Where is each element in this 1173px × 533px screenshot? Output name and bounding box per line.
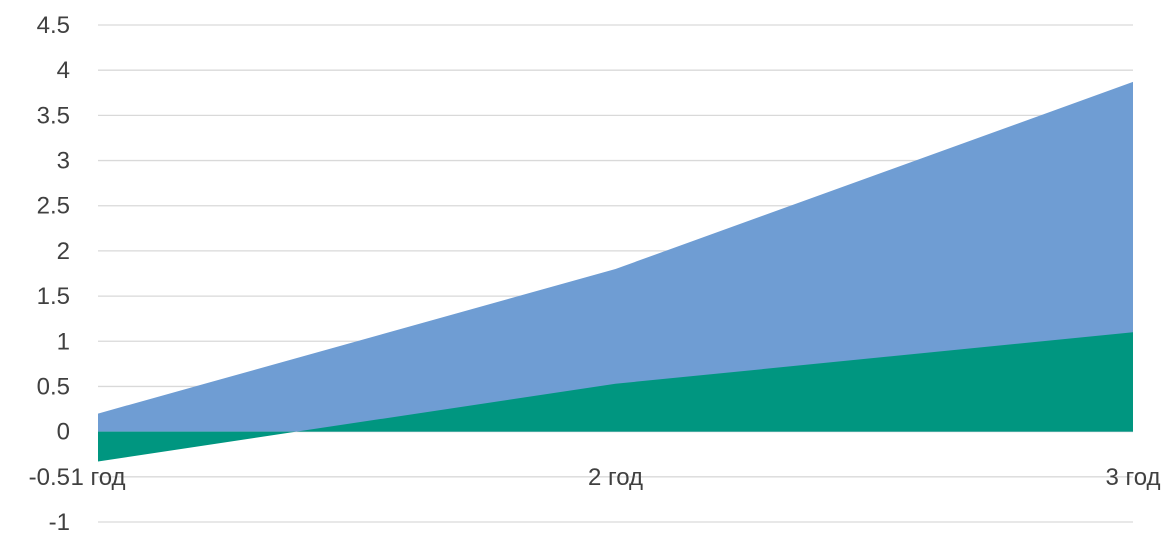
series-1-area [98,81,1133,432]
y-axis-tick-labels: 4.5 4 3.5 3 2.5 2 1.5 1 0.5 0 -0.5 -1 [29,12,70,533]
y-tick-label: 3 [57,148,70,175]
y-tick-label: 4.5 [37,12,70,39]
plot-area [98,81,1133,462]
y-tick-label: 2 [57,238,70,265]
y-tick-label: -1 [49,509,70,533]
x-tick-label: 1 год [70,464,125,491]
series-2-area [98,332,1133,462]
y-tick-label: -0.5 [29,464,70,491]
x-tick-label: 3 год [1105,464,1160,491]
x-tick-label: 2 год [588,464,643,491]
y-tick-label: 1 [57,328,70,355]
y-tick-label: 2.5 [37,193,70,220]
y-tick-label: 3.5 [37,102,70,129]
y-tick-label: 1.5 [37,283,70,310]
y-tick-label: 4 [57,57,70,84]
y-tick-label: 0.5 [37,373,70,400]
y-tick-label: 0 [57,419,70,446]
x-axis-tick-labels: 1 год 2 год 3 год [70,464,1160,491]
